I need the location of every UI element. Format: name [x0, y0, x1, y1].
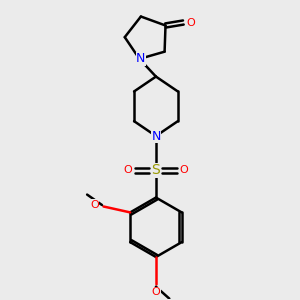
Text: N: N	[136, 52, 146, 65]
Text: O: O	[90, 200, 99, 210]
Text: N: N	[151, 130, 160, 142]
Text: S: S	[152, 163, 160, 177]
Text: O: O	[186, 17, 195, 28]
Text: O: O	[152, 287, 160, 297]
Text: O: O	[180, 165, 189, 175]
Text: O: O	[123, 165, 132, 175]
